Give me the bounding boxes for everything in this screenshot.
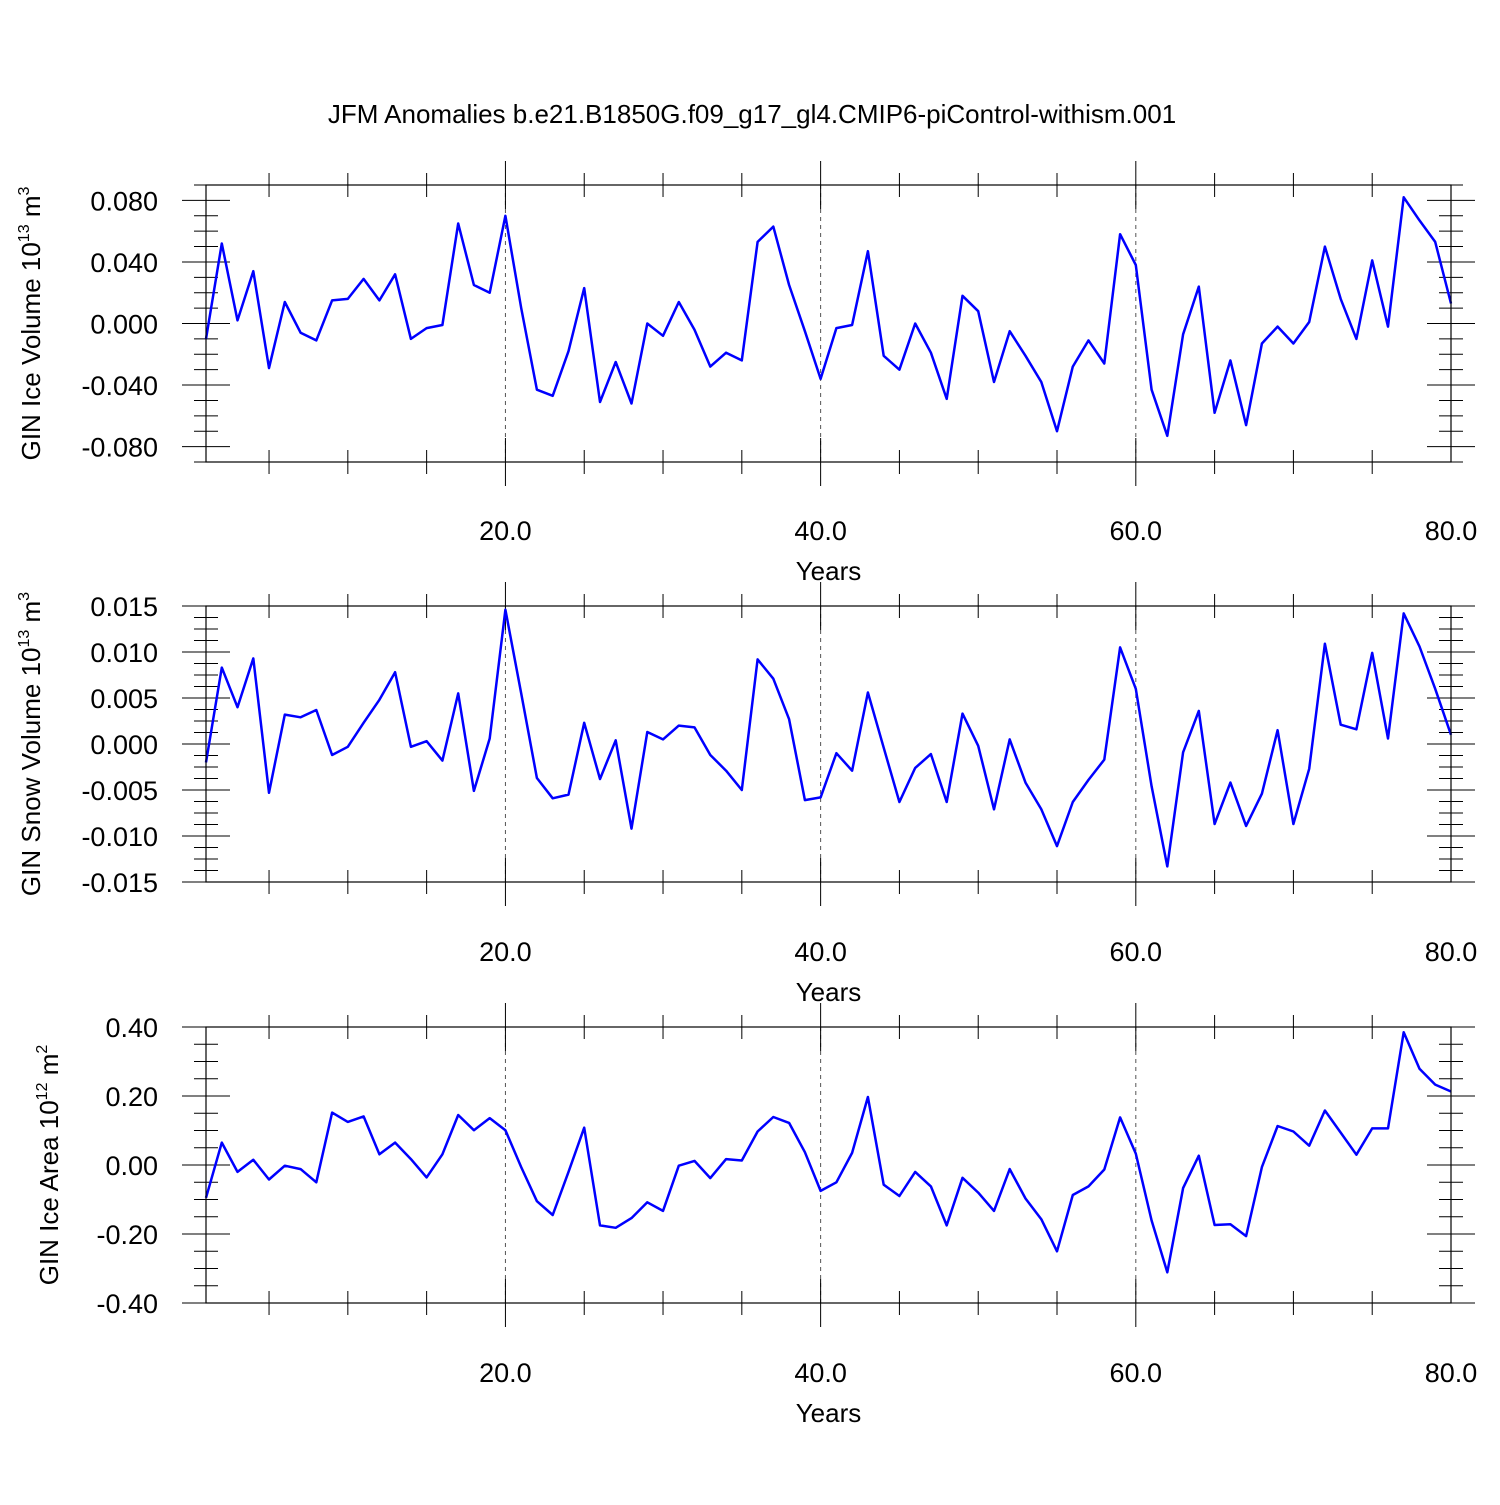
series-line [204, 196, 1453, 438]
panel-2: 0.015 0.010 0.005 0.000 -0.005 -0.010 -0.015 20… [16, 582, 1477, 1007]
y-tick-label: -0.010 [81, 822, 158, 852]
series-line [204, 1030, 1452, 1274]
y-tick-label: 0.40 [105, 1013, 158, 1043]
y-axis-label-exponent: 12 [34, 1082, 51, 1100]
y-tick-label: 0.015 [90, 592, 158, 622]
panel-1: 0.080 0.040 0.000 -0.040 -0.080 20.0 40.0 60.0 8… [16, 161, 1477, 586]
y-axis-label-unit: m [16, 601, 46, 630]
y-tick-label: 0.00 [105, 1151, 158, 1181]
y-axis-label-text: GIN Ice Volume 10 [16, 242, 46, 460]
y-axis-label-exponent: 13 [16, 224, 33, 242]
y-tick-label: 0.010 [90, 638, 158, 668]
x-axis-label: Years [796, 1398, 862, 1428]
y-tick-label: -0.015 [81, 868, 158, 898]
panel-3: 0.40 0.20 0.00 -0.20 -0.40 20.0 40.0 60.0 80.0 Ye… [34, 1003, 1477, 1428]
panels: 0.080 0.040 0.000 -0.040 -0.080 20.0 40.0 60.0 8… [16, 161, 1477, 1428]
y-tick-label: 0.000 [90, 730, 158, 760]
y-tick-label: 0.005 [90, 684, 158, 714]
x-tick-label: 40.0 [794, 1358, 847, 1388]
x-axis-label: Years [796, 556, 862, 586]
x-tick-label: 20.0 [479, 516, 532, 546]
y-axis-label-unit: m [34, 1054, 64, 1083]
y-axis-label-text: GIN Snow Volume 10 [16, 648, 46, 897]
x-tick-label: 40.0 [794, 937, 847, 967]
plot-frame [205, 605, 1452, 883]
y-axis-label-unit-exponent: 3 [16, 592, 33, 601]
y-axis-label-text: GIN Ice Area 10 [34, 1100, 64, 1285]
y-axis-label: GIN Snow Volume 1013 m3 [16, 592, 46, 896]
y-tick-label: 0.20 [105, 1082, 158, 1112]
plot-frame [205, 184, 1452, 463]
x-tick-label: 80.0 [1425, 516, 1478, 546]
y-axis-label-exponent: 13 [16, 630, 33, 648]
x-tick-label: 20.0 [479, 937, 532, 967]
y-tick-label: -0.040 [81, 371, 158, 401]
y-tick-label: -0.005 [81, 776, 158, 806]
y-tick-label: 0.080 [90, 186, 158, 216]
x-axis-label: Years [796, 977, 862, 1007]
y-axis-label: GIN Ice Area 1012 m2 [34, 1045, 64, 1286]
y-tick-label: -0.20 [96, 1220, 158, 1250]
x-tick-label: 80.0 [1425, 937, 1478, 967]
x-tick-label: 60.0 [1110, 1358, 1163, 1388]
x-tick-label: 20.0 [479, 1358, 532, 1388]
x-tick-label: 60.0 [1110, 516, 1163, 546]
figure-title: JFM Anomalies b.e21.B1850G.f09_g17_gl4.C… [328, 99, 1176, 129]
y-tick-label: -0.080 [81, 433, 158, 463]
y-tick-label: 0.000 [90, 310, 158, 340]
x-tick-label: 80.0 [1425, 1358, 1478, 1388]
y-tick-label: 0.040 [90, 248, 158, 278]
plot-frame [205, 1026, 1452, 1304]
y-axis-label-unit: m [16, 195, 46, 224]
y-tick-label: -0.40 [96, 1289, 158, 1319]
y-axis-label-unit-exponent: 3 [16, 186, 33, 195]
x-tick-label: 60.0 [1110, 937, 1163, 967]
y-axis-label: GIN Ice Volume 1013 m3 [16, 186, 46, 460]
y-axis-label-unit-exponent: 2 [34, 1045, 51, 1054]
series-line [204, 608, 1453, 868]
x-tick-label: 40.0 [794, 516, 847, 546]
